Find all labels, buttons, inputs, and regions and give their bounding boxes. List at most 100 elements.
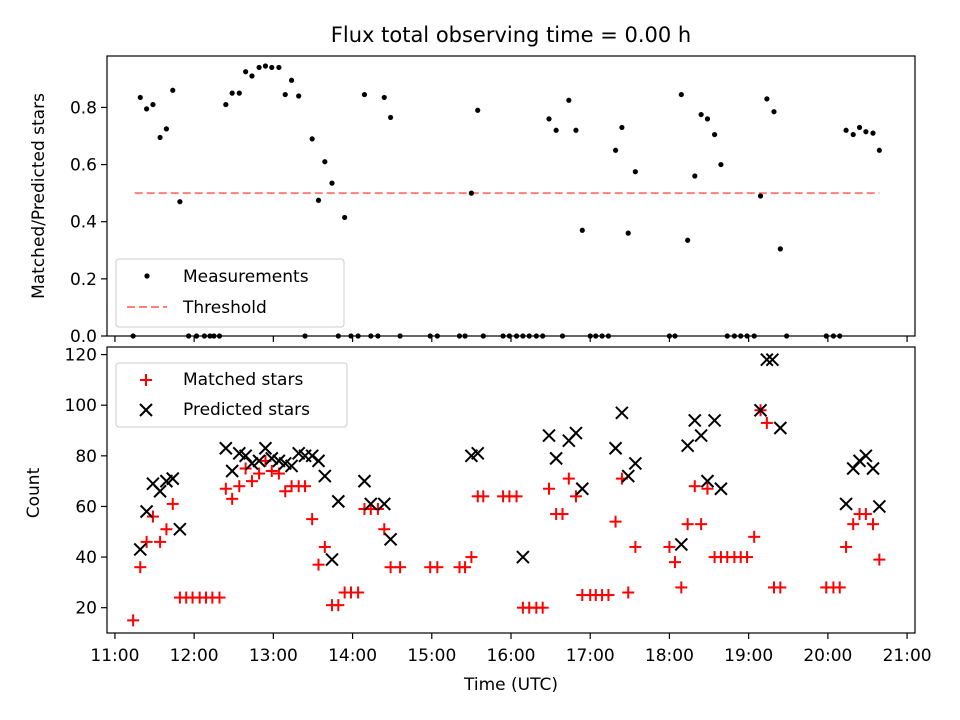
measurement-point	[144, 106, 150, 112]
bottom-legend-box	[115, 362, 348, 428]
matched-star-point	[332, 599, 345, 612]
predicted-star-point	[265, 451, 279, 466]
matched-star-point	[245, 475, 258, 488]
predicted-star-point	[700, 474, 715, 488]
matched-star-point	[556, 508, 569, 521]
measurement-point	[876, 147, 882, 153]
measurement-point	[579, 227, 585, 233]
matched-star-point	[272, 467, 285, 480]
predicted-star-point	[688, 413, 702, 428]
measurement-point	[843, 127, 849, 133]
measurement-point	[698, 111, 704, 118]
predicted-star-point	[773, 421, 788, 435]
legend-plus	[140, 374, 152, 386]
measurement-point	[850, 131, 856, 138]
top-axis-ticks: 0.0 0.2 0.4 0.6 0.8	[70, 98, 908, 347]
predicted-star-point	[173, 522, 187, 536]
matched-star-point	[741, 551, 754, 564]
top-y-axis-label: Matched/Predicted stars	[29, 93, 49, 299]
matched-star-point	[695, 518, 708, 531]
predicted-star-point	[225, 464, 239, 478]
measurement-point	[619, 124, 625, 131]
measurement-point	[322, 159, 328, 165]
matched-star-point	[465, 551, 478, 564]
predicted-star-point	[311, 454, 326, 468]
predicted-star-point	[166, 471, 180, 486]
measurement-point	[163, 126, 170, 132]
matched-star-point	[477, 490, 490, 503]
predicted-star-point	[549, 451, 563, 466]
predicted-star-point	[621, 469, 635, 483]
matched-star-point	[265, 465, 278, 478]
predicted-star-point	[331, 494, 346, 509]
matched-star-point	[279, 485, 292, 498]
top-axes-frame	[106, 55, 916, 337]
legend-x	[139, 403, 153, 417]
measurement-point	[566, 97, 572, 103]
predicted-star-point	[707, 413, 722, 428]
predicted-star-point	[866, 461, 880, 476]
matched-star-point	[312, 558, 325, 571]
measurement-point	[612, 147, 619, 153]
matched-star-point	[774, 581, 787, 594]
measurement-point	[625, 230, 631, 236]
measurement-point	[269, 64, 275, 71]
bottom-axis-ticks: 11:00 12:00 13:00 14:00 15:00 16:00 17:00 18:00…	[65, 346, 932, 666]
measurement-point	[757, 193, 764, 199]
x-tick-label: 19:00	[724, 646, 773, 666]
measurement-point	[329, 180, 335, 186]
x-tick-label: 17:00	[566, 646, 615, 666]
predicted-star-point	[284, 459, 299, 473]
predicted-star-point	[765, 352, 780, 367]
matched-star-point	[140, 535, 153, 548]
figure-title: Flux total observing time = 0.00 h	[331, 23, 691, 47]
measurement-point	[553, 127, 559, 133]
y-tick-label: 0.2	[70, 270, 97, 290]
matched-star-point	[318, 540, 331, 553]
matched-star-point	[459, 561, 472, 574]
matched-star-point	[226, 492, 239, 505]
matched-star-point	[701, 482, 714, 495]
matched-star-point	[352, 586, 365, 599]
legend-predicted-marker	[139, 403, 153, 417]
y-tick-label: 40	[75, 548, 97, 568]
measurement-point	[309, 136, 315, 142]
predicted-star-point	[608, 441, 623, 455]
matched-star-point	[609, 515, 622, 528]
matched-star-point	[859, 508, 872, 521]
predicted-star-point	[516, 550, 530, 564]
measurement-point	[276, 64, 282, 71]
matched-star-point	[760, 416, 773, 429]
matched-star-point	[873, 553, 886, 566]
measurement-point	[177, 199, 183, 205]
x-tick-label: 14:00	[328, 646, 377, 666]
matched-star-point	[681, 518, 694, 531]
y-tick-label: 20	[75, 599, 97, 619]
measurement-point	[573, 127, 579, 133]
measurement-point	[475, 107, 481, 113]
measurement-point	[704, 116, 711, 122]
matched-star-point	[748, 530, 761, 543]
matched-stars-points	[127, 404, 886, 627]
measurement-point	[243, 69, 249, 75]
predicted-star-point	[245, 456, 259, 471]
legend-matched-marker	[140, 374, 152, 386]
predicted-star-point	[680, 439, 695, 453]
legend-measurements-label: Measurements	[183, 267, 309, 287]
measurement-point	[546, 116, 552, 122]
matched-star-point	[160, 523, 173, 536]
measurement-point	[157, 134, 163, 141]
measurement-point	[381, 94, 387, 101]
measurement-point	[170, 87, 176, 93]
measurement-point	[387, 114, 394, 121]
matched-star-point	[134, 561, 147, 574]
measurement-point	[150, 101, 156, 108]
matched-star-point	[543, 482, 556, 495]
predicted-star-point	[318, 469, 332, 483]
matched-star-point	[378, 523, 391, 536]
measurement-point	[856, 124, 863, 131]
measurement-point	[249, 73, 255, 79]
measurement-point	[777, 246, 783, 252]
measurement-point	[685, 237, 691, 243]
